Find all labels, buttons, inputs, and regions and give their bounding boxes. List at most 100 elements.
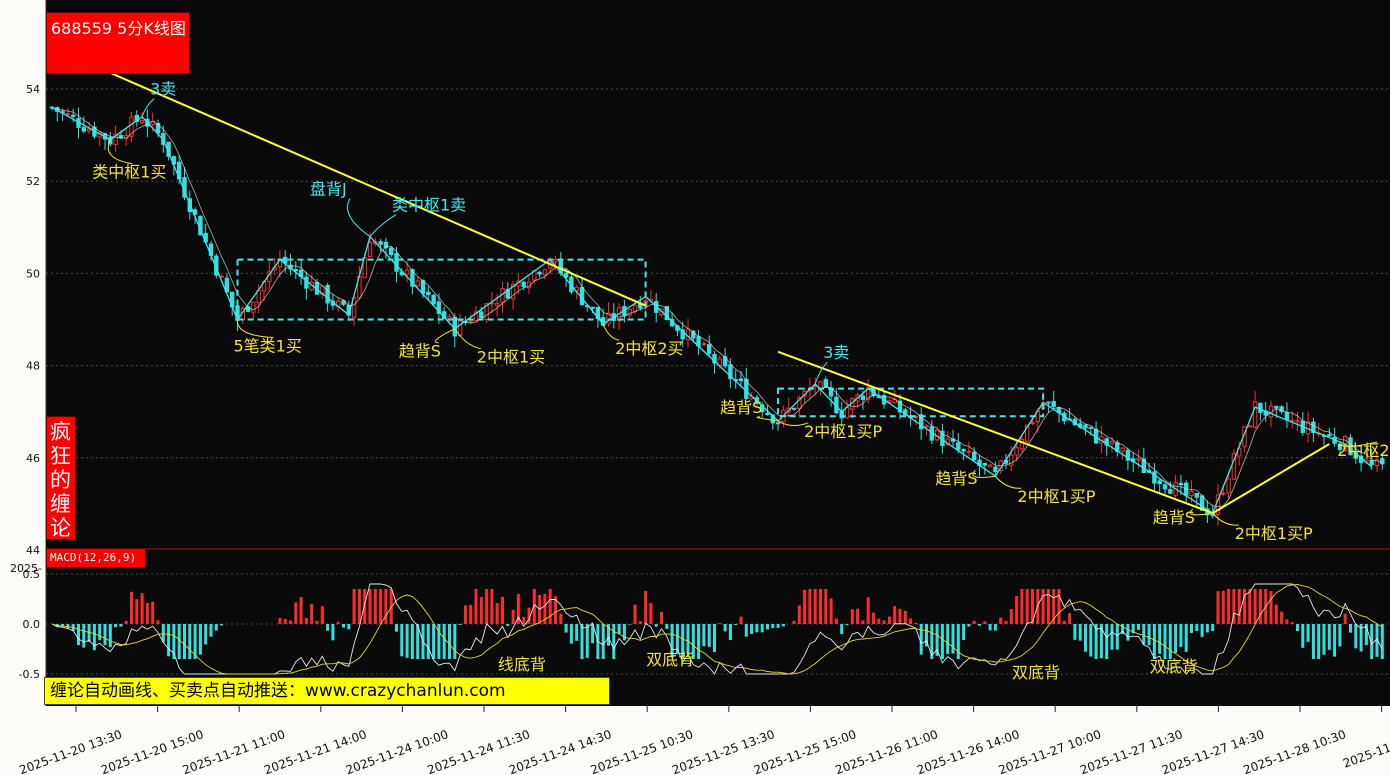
candle-body — [738, 378, 744, 382]
candle-body — [797, 397, 802, 409]
candle-body — [1279, 406, 1284, 412]
candle-body — [521, 281, 526, 288]
candle-body — [860, 395, 866, 400]
candle-body — [436, 301, 442, 314]
candle-body — [394, 253, 399, 272]
signal-label: 盘背J — [310, 180, 347, 199]
chart-title: 688559 5分K线图 — [51, 19, 186, 38]
trend-line — [1212, 443, 1330, 514]
candle-body — [987, 464, 993, 468]
candle-body — [993, 466, 998, 473]
candle-body — [775, 422, 781, 425]
brand-vertical-box: 疯狂的缠论 — [46, 416, 76, 540]
candle-body — [404, 269, 410, 275]
candle-body — [479, 311, 484, 319]
candle-body — [1290, 419, 1295, 422]
candle-body — [972, 451, 977, 461]
candle-body — [1083, 424, 1088, 429]
candle-body — [389, 247, 394, 256]
macd-y-tick-label: 0.5 — [23, 568, 41, 581]
candle-body — [1252, 401, 1258, 428]
signal-arrow — [347, 198, 371, 237]
candle-body — [1221, 492, 1226, 495]
candle-body — [293, 269, 299, 272]
candle-body — [924, 425, 929, 428]
signal-arrow — [756, 416, 779, 422]
candle-body — [325, 284, 330, 304]
signal-arrow — [454, 328, 481, 350]
candle-body — [1231, 453, 1237, 480]
trend-line — [104, 69, 646, 307]
brand-vertical-label: 疯狂的缠论 — [50, 420, 71, 540]
candle-body — [351, 297, 357, 318]
moving-average-line — [51, 107, 1383, 508]
macd-signal-label: 线底背 — [498, 655, 546, 674]
signal-label: 2中枢1买 — [477, 348, 545, 367]
promo-banner: 缠论自动画线、买卖点自动推送：www.crazychanlun.com — [44, 677, 610, 705]
candle-body — [1157, 480, 1162, 485]
candle-body — [1136, 458, 1141, 461]
candle-body — [367, 242, 373, 258]
signal-arrow — [434, 328, 456, 344]
candle-body — [956, 442, 961, 451]
candle-body — [1051, 401, 1056, 407]
candle-body — [982, 462, 987, 466]
signal-arrow — [141, 98, 155, 117]
candle-body — [1109, 440, 1115, 445]
candle-body — [113, 133, 118, 145]
signal-arrow — [972, 469, 996, 478]
candle-body — [1327, 434, 1332, 437]
candle-body — [1226, 478, 1231, 494]
candle-body — [420, 280, 426, 294]
candle-body — [71, 114, 76, 117]
candle-body — [1284, 411, 1290, 421]
macd-dea-line — [51, 583, 1383, 675]
candle-body — [426, 291, 431, 296]
candle-body — [823, 379, 828, 388]
price-y-tick-label: 46 — [26, 452, 40, 465]
candle-body — [1295, 420, 1300, 423]
macd-signal-label: 双底背 — [646, 650, 694, 669]
candle-body — [844, 407, 850, 419]
candle-body — [1025, 424, 1030, 442]
x-tick-label: 2025-11-28 — [1341, 734, 1390, 771]
candle-body — [378, 241, 383, 245]
candle-body — [1046, 401, 1051, 404]
signal-label: 2中枢2买 — [1337, 441, 1390, 460]
candle-body — [81, 127, 86, 132]
truncated-axis-label: 2025- — [10, 562, 42, 575]
candle-body — [1162, 484, 1168, 490]
candle-body — [1247, 425, 1252, 428]
candle-body — [1019, 439, 1025, 450]
signal-arrow — [602, 323, 620, 341]
candle-body — [590, 306, 595, 309]
macd-y-tick-label: -0.5 — [19, 668, 40, 681]
signal-arrow — [777, 420, 809, 426]
price-y-tick-label: 50 — [26, 267, 40, 280]
signal-label: 5笔类1买 — [234, 337, 302, 356]
candle-body — [627, 308, 632, 316]
signal-label: 类中枢1买 — [92, 163, 166, 182]
candle-body — [415, 280, 420, 287]
candle-body — [251, 301, 256, 313]
candle-body — [410, 269, 415, 287]
bi-stroke-line — [51, 106, 1373, 515]
candle-body — [495, 302, 500, 306]
candle-body — [680, 329, 685, 340]
candle-body — [1125, 449, 1131, 461]
zhongshu-box — [777, 387, 1045, 418]
candle-body — [707, 344, 712, 354]
candle-body — [224, 277, 230, 293]
trend-line — [777, 350, 1214, 515]
candle-body — [1014, 447, 1019, 456]
candle-body — [447, 316, 452, 320]
candle-body — [1088, 426, 1093, 429]
signal-arrow — [236, 319, 274, 338]
candle-body — [1380, 458, 1385, 465]
candle-body — [1258, 402, 1263, 414]
signal-label: 趋背S — [1153, 508, 1195, 527]
signal-label: 2中枢1买P — [804, 422, 882, 441]
signal-label: 2中枢1买P — [1235, 524, 1313, 543]
